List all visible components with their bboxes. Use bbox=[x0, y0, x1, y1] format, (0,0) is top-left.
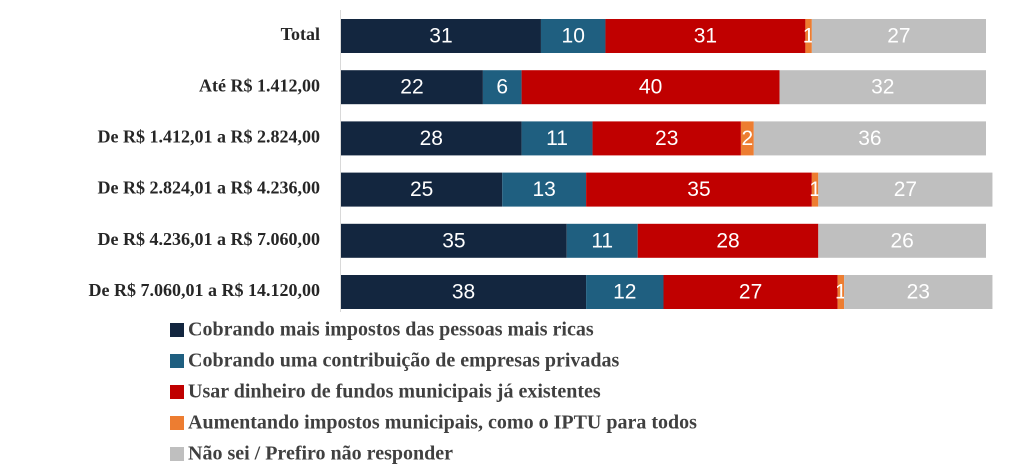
bar-segment bbox=[811, 172, 819, 207]
bar-segment bbox=[566, 223, 638, 258]
data-label: 31 bbox=[429, 25, 452, 48]
legend-label: Cobrando uma contribuição de empresas pr… bbox=[188, 350, 620, 372]
data-label: 25 bbox=[410, 178, 433, 201]
bar-segment bbox=[341, 172, 503, 207]
data-label: 23 bbox=[655, 127, 678, 150]
category-label: De R$ 1.412,01 a R$ 2.824,00 bbox=[98, 127, 321, 147]
data-label: 32 bbox=[871, 76, 894, 99]
data-label: 26 bbox=[890, 229, 913, 252]
bar-segment bbox=[521, 70, 780, 105]
data-label: 28 bbox=[716, 229, 739, 252]
legend-swatch bbox=[170, 385, 184, 399]
legend-label: Usar dinheiro de fundos municipais já ex… bbox=[188, 381, 601, 403]
data-label: 36 bbox=[858, 127, 881, 150]
legend-swatch bbox=[170, 323, 184, 337]
data-label: 38 bbox=[452, 281, 475, 304]
legend-swatch bbox=[170, 354, 184, 368]
data-label: 6 bbox=[496, 76, 508, 99]
bar-segment bbox=[844, 275, 993, 309]
data-label: 27 bbox=[887, 25, 910, 48]
category-label: Até R$ 1.412,00 bbox=[199, 75, 320, 95]
bar-segment bbox=[521, 121, 593, 156]
bar-segment bbox=[753, 121, 986, 156]
bar-segment bbox=[837, 275, 845, 309]
data-label: 11 bbox=[546, 127, 568, 150]
data-label: 40 bbox=[639, 76, 662, 99]
data-label: 11 bbox=[591, 229, 613, 252]
data-label: 2 bbox=[742, 127, 754, 150]
category-label: De R$ 2.824,01 a R$ 4.236,00 bbox=[98, 178, 321, 198]
data-label: 27 bbox=[739, 281, 762, 304]
legend-label: Cobrando mais impostos das pessoas mais … bbox=[188, 319, 594, 341]
bar-segment bbox=[341, 275, 587, 309]
bar-segment bbox=[818, 223, 986, 258]
bar-segment bbox=[740, 121, 754, 156]
bar-segment bbox=[502, 172, 587, 207]
data-label: 1 bbox=[835, 281, 847, 304]
bar-segment bbox=[663, 275, 838, 309]
legend-label: Aumentando impostos municipais, como o I… bbox=[188, 412, 697, 434]
bar-segment bbox=[341, 121, 522, 156]
bar-segment bbox=[482, 70, 522, 105]
legend-swatch bbox=[170, 447, 184, 461]
data-label: 1 bbox=[803, 25, 815, 48]
bar-segment bbox=[637, 223, 819, 258]
data-label: 35 bbox=[442, 229, 465, 252]
bar-segment bbox=[586, 172, 812, 207]
legend-swatch bbox=[170, 416, 184, 430]
bar-segment bbox=[805, 19, 812, 53]
data-label: 10 bbox=[562, 25, 585, 48]
category-label: De R$ 7.060,01 a R$ 14.120,00 bbox=[89, 280, 321, 300]
data-label: 23 bbox=[907, 281, 930, 304]
bar-segment bbox=[341, 223, 567, 258]
bar-segment bbox=[811, 19, 986, 53]
data-label: 31 bbox=[694, 25, 717, 48]
bar-segment bbox=[586, 275, 664, 309]
bar-segment bbox=[592, 121, 741, 156]
bar-segment bbox=[540, 19, 606, 53]
bar-segment bbox=[341, 19, 541, 53]
data-label: 27 bbox=[894, 178, 917, 201]
bar-segment bbox=[779, 70, 986, 105]
data-label: 22 bbox=[400, 76, 423, 99]
category-label: Total bbox=[281, 24, 320, 44]
legend-label: Não sei / Prefiro não responder bbox=[188, 443, 453, 465]
data-label: 35 bbox=[687, 178, 710, 201]
data-label: 13 bbox=[532, 178, 555, 201]
data-label: 12 bbox=[613, 281, 636, 304]
bar-segment bbox=[818, 172, 993, 207]
bar-segment bbox=[605, 19, 806, 53]
category-label: De R$ 4.236,01 a R$ 7.060,00 bbox=[98, 229, 321, 249]
data-label: 28 bbox=[420, 127, 443, 150]
bar-segment bbox=[341, 70, 483, 105]
data-label: 1 bbox=[809, 178, 821, 201]
